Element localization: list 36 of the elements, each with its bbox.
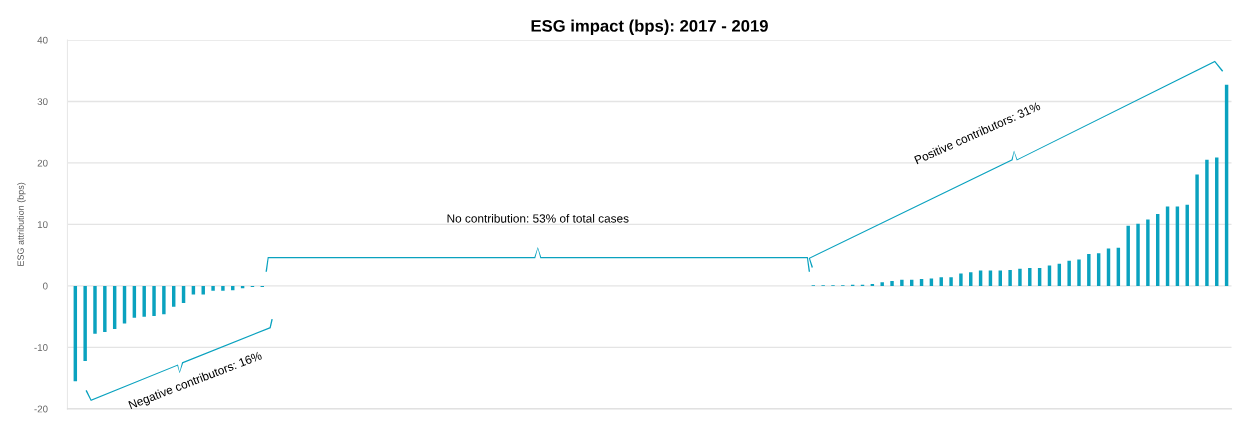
bar [1205,159,1209,286]
bar [890,280,894,286]
bar [880,282,884,286]
bar [152,285,156,317]
y-tick-label: -10 [34,344,48,351]
y-axis-title: ESG attribution (bps) [17,182,26,266]
bar [103,285,107,332]
y-tick-label: 0 [42,282,48,290]
bar [1146,219,1150,286]
bar [1008,269,1012,286]
y-tick-label: 40 [37,36,48,44]
bar [142,285,146,317]
bar [211,285,215,291]
y-tick-label: 20 [37,159,48,167]
bar [1067,260,1071,286]
bar [83,285,87,361]
bar [900,279,904,286]
bar [949,277,953,286]
bar [1087,253,1091,286]
bar [93,285,97,334]
bar [919,279,924,286]
bar [221,285,225,291]
y-tick-label: -20 [34,405,48,413]
annotation: No contribution: 53% of total cases [447,213,629,223]
bar [1136,223,1140,286]
bar [1195,174,1199,286]
bar [1126,225,1130,286]
bar [1018,268,1022,286]
y-tick-label: 30 [37,98,48,106]
y-tick-label: 10 [37,221,48,229]
bar [162,285,166,315]
bar [1028,268,1032,286]
chart-title: ESG impact (bps): 2017 - 2019 [531,19,768,36]
bar [1077,259,1081,286]
bar [959,273,963,286]
bar [939,277,943,286]
